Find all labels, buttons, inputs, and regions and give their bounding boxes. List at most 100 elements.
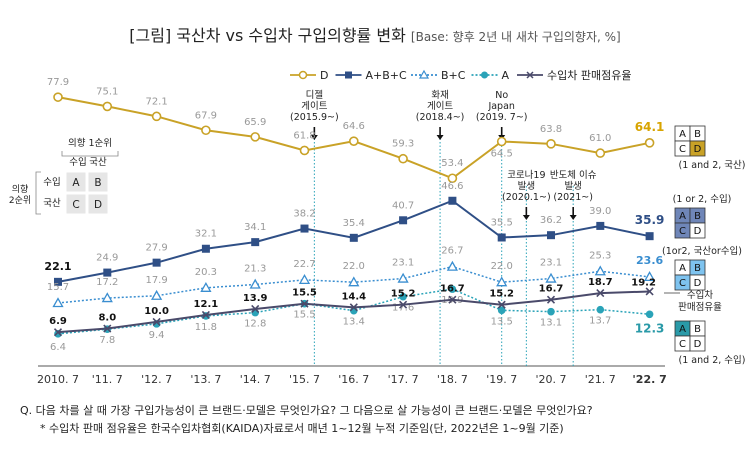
data-point	[399, 300, 408, 309]
x-tick-label: '19. 7	[486, 373, 517, 386]
share-label: 수입차	[687, 289, 713, 301]
data-point	[201, 310, 210, 320]
event-label: (2015.9~)	[290, 112, 339, 123]
data-label: 36.2	[540, 215, 562, 226]
data-point	[299, 145, 310, 156]
event-label: (2020.1~)	[502, 192, 551, 203]
box-cell-label: D	[694, 144, 702, 155]
data-label: 59.3	[392, 139, 414, 150]
event-label: 게이트	[301, 101, 327, 112]
chart-title: [그림] 국산차 vs 수입차 구입의향률 변화 [Base: 향후 2년 내 …	[0, 22, 750, 46]
event-label: (2019. 7~)	[476, 112, 528, 123]
data-label: 26.7	[441, 246, 463, 257]
data-label: 15.2	[489, 289, 514, 300]
event-label: (2021~)	[553, 192, 593, 203]
data-label: 13.7	[589, 316, 611, 327]
data-label: 22.0	[343, 261, 365, 272]
data-label: 22.7	[293, 259, 315, 270]
event-label: 코로나19	[507, 170, 545, 181]
data-label: 9.4	[149, 330, 165, 341]
box-caption: (1 and 2, 국산)	[679, 160, 746, 171]
matrix-col-head: 국산	[89, 157, 107, 168]
box-caption: (1or2, 국산or수입)	[662, 245, 742, 257]
box-cell-label: B	[694, 129, 701, 140]
data-label: 27.9	[145, 243, 167, 254]
box-cell-label: C	[679, 144, 686, 155]
data-label: 24.9	[96, 253, 118, 264]
box-caption: (1 or 2, 수입)	[673, 193, 732, 205]
legend-marker	[418, 69, 430, 79]
data-point	[300, 224, 309, 233]
data-label: 15.5	[292, 288, 317, 299]
data-label: 35.9	[635, 213, 665, 227]
data-point	[54, 277, 62, 286]
legend-label: A+B+C	[366, 69, 408, 82]
data-point	[150, 289, 163, 300]
data-point	[547, 231, 555, 240]
data-point	[349, 233, 358, 242]
data-label: 13.9	[243, 293, 268, 304]
event-label: 발생	[564, 181, 581, 192]
chart-subtitle: [Base: 향후 2년 내 새차 구입의향자, %]	[410, 30, 621, 44]
matrix-cell	[65, 193, 87, 215]
event-label: 반도체 이슈	[550, 170, 597, 181]
data-point	[201, 244, 210, 253]
matrix-cell	[87, 171, 109, 193]
data-point	[644, 138, 655, 148]
data-label: 35.4	[343, 218, 365, 229]
data-point	[397, 272, 409, 283]
data-label: 23.1	[392, 258, 414, 269]
data-point	[53, 92, 63, 102]
data-label: 46.6	[441, 181, 463, 192]
data-label: 18.7	[588, 277, 613, 288]
data-label: 61.8	[293, 130, 315, 141]
data-label: 67.9	[195, 110, 217, 121]
data-label: 38.2	[293, 209, 315, 220]
matrix-cell-label: B	[94, 177, 101, 189]
data-label: 72.1	[145, 96, 167, 107]
box-cell-label: B	[694, 211, 701, 222]
data-point	[596, 289, 605, 298]
data-point	[250, 132, 260, 142]
data-label: 8.0	[98, 313, 116, 324]
data-point	[348, 136, 359, 146]
data-point	[497, 306, 506, 315]
matrix-bracket	[35, 171, 41, 215]
legend-marker	[345, 71, 352, 79]
data-label: 15.5	[293, 310, 315, 321]
event-arrow-head	[310, 135, 318, 140]
x-tick-label: '17. 7	[388, 373, 419, 386]
event-label: 화재	[431, 90, 448, 101]
data-point	[448, 196, 457, 205]
data-point	[349, 303, 358, 312]
data-label: 12.3	[635, 321, 665, 335]
x-tick-label: '18. 7	[437, 373, 468, 386]
data-label: 14.4	[341, 291, 366, 302]
x-tick-label: '11. 7	[92, 373, 123, 386]
data-point	[102, 101, 113, 112]
box-caption: (1 and 2, 수입)	[679, 354, 746, 366]
data-point	[596, 305, 605, 314]
event-label: 게이트	[427, 101, 453, 112]
data-label: 16.7	[440, 284, 465, 295]
data-label: 16.7	[539, 284, 564, 295]
x-tick-label: '20. 7	[535, 373, 566, 386]
data-point	[103, 324, 112, 333]
data-label: 13.4	[343, 317, 365, 328]
data-label: 13.1	[540, 318, 562, 329]
data-point	[546, 295, 556, 304]
data-label: 6.4	[50, 342, 66, 353]
data-point	[448, 285, 457, 293]
data-point	[251, 304, 260, 314]
matrix-row-title: 2순위	[9, 195, 31, 206]
data-point	[596, 221, 605, 230]
data-label: 61.0	[589, 133, 611, 144]
data-label: 63.8	[540, 124, 562, 135]
x-tick-label: '15. 7	[289, 373, 320, 386]
data-point	[399, 292, 407, 301]
box-cell-label: D	[694, 339, 702, 350]
data-label: 10.0	[144, 306, 169, 317]
data-point	[103, 268, 112, 277]
event-arrow-head	[569, 215, 577, 220]
matrix-cell-label: A	[72, 177, 80, 189]
